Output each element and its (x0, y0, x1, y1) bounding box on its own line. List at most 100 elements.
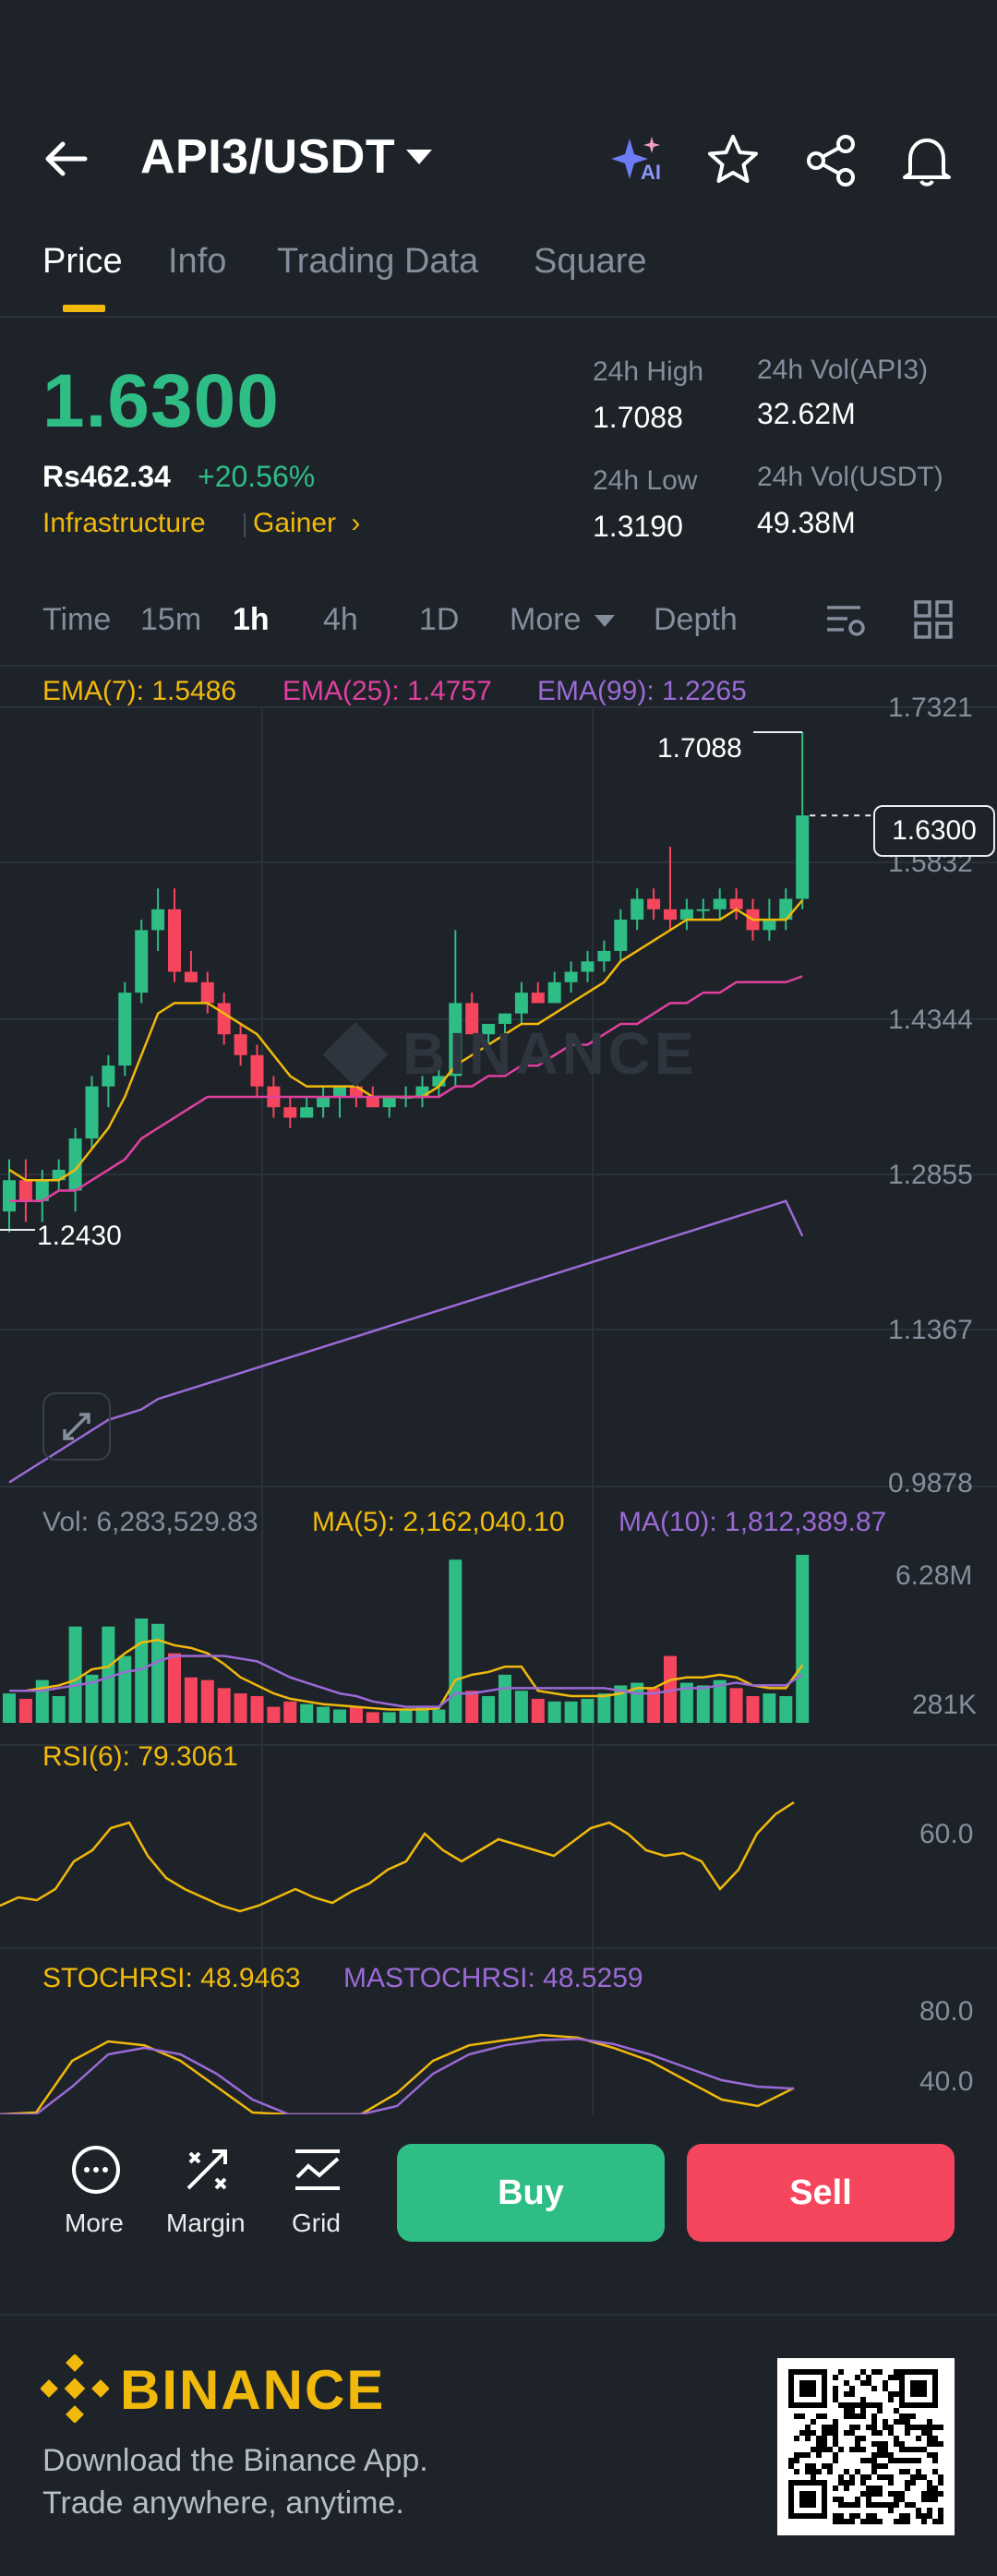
qr-module (855, 2513, 860, 2519)
qr-module (866, 2380, 871, 2386)
tab-square[interactable]: Square (534, 242, 647, 281)
qr-module (822, 2430, 827, 2436)
ema7-label: EMA(7): 1.5486 (42, 676, 237, 706)
margin-label[interactable]: Margin (166, 2209, 246, 2237)
timeframe-time[interactable]: Time (42, 602, 112, 637)
tab-info[interactable]: Info (168, 242, 227, 281)
download-qr-code[interactable] (777, 2358, 955, 2535)
qr-module (833, 2436, 838, 2441)
favorite-star-icon[interactable] (703, 131, 763, 190)
ai-assistant-icon[interactable]: AI (609, 131, 668, 190)
qr-module (855, 2436, 860, 2441)
qr-module (916, 2513, 921, 2519)
volume-bar (763, 1693, 776, 1723)
qr-module (932, 2425, 938, 2430)
candle-body (366, 1096, 379, 1108)
qr-module (833, 2430, 838, 2436)
qr-module (811, 2474, 816, 2480)
qr-module (833, 2441, 838, 2447)
timeframe-1h[interactable]: 1h (233, 602, 270, 637)
volume-bar (217, 1688, 231, 1723)
qr-module (871, 2369, 877, 2375)
gainer-tag[interactable]: Gainer › (253, 508, 360, 539)
volume-bar (300, 1703, 314, 1723)
timeframe-1d[interactable]: 1D (419, 602, 460, 637)
back-arrow-icon[interactable] (37, 129, 96, 188)
qr-module (794, 2413, 799, 2419)
rsi-label: RSI(6): 79.3061 (42, 1741, 238, 1772)
qr-module (927, 2497, 932, 2502)
fullscreen-button[interactable] (42, 1392, 111, 1461)
candle-body (35, 1180, 49, 1201)
qr-module (883, 2419, 888, 2425)
candle-body (614, 920, 628, 951)
pair-title[interactable]: API3/USDT (140, 130, 396, 184)
qr-module (871, 2430, 877, 2436)
qr-module (866, 2375, 871, 2380)
more-icon[interactable] (68, 2142, 124, 2197)
volume-bar (679, 1682, 693, 1723)
candle-body (763, 920, 776, 931)
qr-module (910, 2413, 916, 2419)
qr-module (932, 2497, 938, 2502)
qr-module (816, 2413, 822, 2419)
qr-module (833, 2386, 838, 2391)
qr-module (849, 2413, 855, 2419)
qr-module (894, 2391, 899, 2397)
tab-trading-data[interactable]: Trading Data (277, 242, 479, 281)
qr-module (871, 2419, 877, 2425)
qr-module (927, 2430, 932, 2436)
qr-module (921, 2497, 927, 2502)
change-percent: +20.56% (198, 460, 316, 493)
qr-module (905, 2502, 910, 2508)
tab-price[interactable]: Price (42, 242, 123, 281)
candle-body (597, 950, 611, 962)
grid-label[interactable]: Grid (292, 2209, 341, 2237)
timeframe-4h[interactable]: 4h (323, 602, 358, 637)
ema99-line (8, 1199, 804, 1484)
qr-module (905, 2469, 910, 2474)
qr-module (894, 2519, 899, 2524)
qr-module (938, 2513, 943, 2519)
more-dropdown-icon[interactable] (595, 615, 615, 627)
qr-module (938, 2508, 943, 2513)
brand-wordmark: BINANCE (120, 2359, 386, 2421)
sell-button[interactable]: Sell (687, 2144, 955, 2242)
share-icon[interactable] (801, 131, 860, 190)
more-label[interactable]: More (65, 2209, 124, 2237)
qr-module (877, 2369, 883, 2375)
grid-trading-icon[interactable] (290, 2142, 345, 2197)
qr-module (838, 2447, 844, 2452)
qr-module (894, 2419, 899, 2425)
timeframe-15m[interactable]: 15m (140, 602, 202, 637)
buy-button[interactable]: Buy (397, 2144, 665, 2242)
qr-module (849, 2408, 855, 2413)
qr-module (811, 2463, 816, 2469)
price-alert-bell-icon[interactable] (897, 131, 956, 190)
timeframe-more[interactable]: More (510, 602, 582, 637)
indicator-settings-icon[interactable] (823, 598, 868, 643)
category-tag[interactable]: Infrastructure (42, 508, 206, 538)
qr-module (905, 2430, 910, 2436)
qr-module (849, 2391, 855, 2397)
qr-module (888, 2452, 894, 2458)
qr-module (855, 2441, 860, 2447)
layout-grid-icon[interactable] (912, 598, 955, 641)
qr-module (932, 2486, 938, 2491)
volume-bar (564, 1701, 578, 1723)
qr-module (910, 2474, 916, 2480)
candlestick-chart[interactable] (0, 665, 997, 2114)
qr-module (927, 2486, 932, 2491)
stoch-tick: 80.0 (919, 1996, 974, 2027)
timeframe-depth[interactable]: Depth (654, 602, 738, 637)
qr-module (894, 2369, 899, 2375)
qr-module (921, 2519, 927, 2524)
margin-icon[interactable] (179, 2142, 234, 2197)
qr-module (838, 2497, 844, 2502)
candle-body (631, 898, 644, 921)
qr-module (899, 2419, 905, 2425)
qr-module (927, 2491, 932, 2497)
pair-dropdown-icon[interactable] (406, 150, 432, 164)
last-price: 1.6300 (42, 359, 280, 443)
qr-module (877, 2463, 883, 2469)
